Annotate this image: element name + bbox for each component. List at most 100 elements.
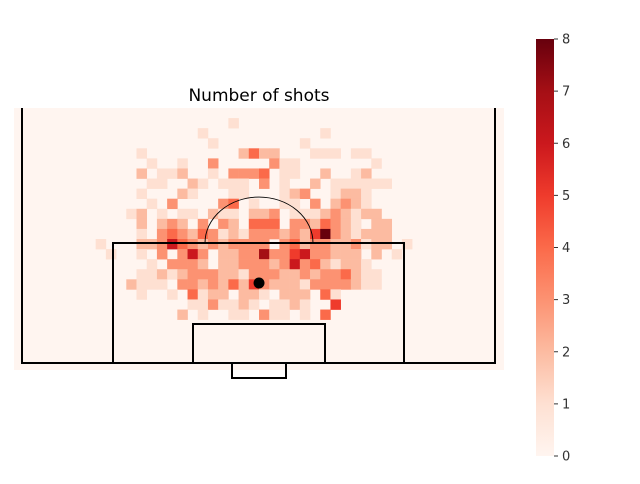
heatmap-cell (310, 259, 321, 270)
heatmap-cell (361, 188, 372, 199)
heatmap-cell (238, 168, 250, 179)
heatmap-cell (228, 218, 239, 230)
heatmap-cell (207, 279, 219, 290)
heatmap-cell (177, 228, 188, 240)
heatmap-cell (371, 279, 382, 290)
heatmap-cell (218, 279, 229, 290)
heatmap-cell (136, 218, 148, 230)
goal (231, 363, 287, 379)
heatmap-cell (361, 198, 372, 210)
heatmap-cell (371, 158, 382, 169)
heatmap-cell (330, 289, 341, 300)
heatmap-cell (187, 239, 199, 250)
heatmap-cell (228, 188, 239, 199)
heatmap-cell (259, 239, 270, 250)
heatmap-cell (320, 218, 331, 230)
heatmap-cell (146, 269, 158, 280)
heatmap-cell (269, 279, 280, 290)
heatmap-cell (207, 289, 219, 300)
heatmap-cell (289, 158, 301, 169)
heatmap-cell (269, 249, 280, 260)
heatmap-cell (310, 218, 321, 230)
heatmap-cell (279, 249, 290, 260)
heatmap-cell (330, 299, 341, 310)
heatmap-cell (350, 259, 362, 270)
heatmap-cell (197, 178, 209, 189)
heatmap-cell (320, 148, 331, 159)
heatmap-cell (218, 259, 229, 270)
colorbar-tick-label: 2 (562, 345, 570, 360)
heatmap-cell (320, 309, 331, 320)
heatmap-cell (136, 188, 148, 199)
heatmap-cell (228, 269, 239, 280)
heatmap-cell (391, 249, 403, 260)
heatmap-cell (177, 279, 188, 290)
heatmap-cell (238, 279, 250, 290)
heatmap-cell (310, 208, 321, 220)
heatmap-cell (401, 239, 413, 250)
heatmap-cell (218, 198, 229, 210)
heatmap-cell (310, 178, 321, 189)
heatmap-cell (238, 269, 250, 280)
heatmap-cell (289, 289, 301, 300)
heatmap-cell (187, 208, 199, 220)
heatmap-cell (340, 279, 352, 290)
heatmap-cell (187, 269, 199, 280)
heatmap-cell (187, 249, 199, 260)
heatmap-cell (228, 118, 239, 129)
colorbar-tick-label: 8 (562, 33, 570, 48)
heatmap-cell (289, 228, 301, 240)
heatmap-cell (289, 198, 301, 210)
heatmap-cell (330, 228, 341, 240)
heatmap-cell (299, 279, 311, 290)
heatmap-cell (299, 289, 311, 300)
heatmap-cell (371, 228, 382, 240)
heatmap-cell (197, 309, 209, 320)
heatmap-cell (156, 249, 168, 260)
heatmap-cell (350, 188, 362, 199)
heatmap-cell (228, 168, 239, 179)
heatmap-cell (340, 239, 352, 250)
heatmap-cell (340, 228, 352, 240)
heatmap-cell (330, 249, 341, 260)
heatmap-cell (371, 218, 382, 230)
heatmap-cell (126, 208, 137, 220)
heatmap-cell (228, 198, 239, 210)
heatmap-cell (218, 178, 229, 189)
heatmap-cell (146, 239, 158, 250)
heatmap-cell (248, 208, 260, 220)
heatmap-cell (146, 198, 158, 210)
heatmap-cell (197, 249, 209, 260)
heatmap-cell (197, 299, 209, 310)
heatmap-cell (248, 239, 260, 250)
heatmap-cell (228, 208, 239, 220)
penalty-arc (204, 196, 314, 244)
heatmap-cell (136, 208, 148, 220)
heatmap-cell (350, 228, 362, 240)
heatmap-cell (269, 309, 280, 320)
heatmap-cell (381, 239, 393, 250)
heatmap-cell (177, 188, 188, 199)
heatmap-cell (156, 218, 168, 230)
heatmap-cell (330, 259, 341, 270)
heatmap-cell (269, 208, 280, 220)
heatmap-cell (340, 249, 352, 260)
colorbar-tick-label: 0 (562, 450, 570, 465)
heatmap-cell (350, 178, 362, 189)
heatmap-cell (218, 218, 229, 230)
heatmap-cell (361, 279, 372, 290)
colorbar-tick-label: 6 (562, 137, 570, 152)
heatmap-cell (289, 239, 301, 250)
heatmap-cell (228, 239, 239, 250)
heatmap-cell (248, 299, 260, 310)
heatmap-cell (269, 269, 280, 280)
heatmap-cell (361, 269, 372, 280)
heatmap-cell (310, 279, 321, 290)
heatmap-cell (248, 289, 260, 300)
heatmap-cell (330, 239, 341, 250)
heatmap-cell (279, 289, 290, 300)
heatmap-cell (197, 289, 209, 300)
heatmap-cell (187, 279, 199, 290)
heatmap-cell (177, 239, 188, 250)
